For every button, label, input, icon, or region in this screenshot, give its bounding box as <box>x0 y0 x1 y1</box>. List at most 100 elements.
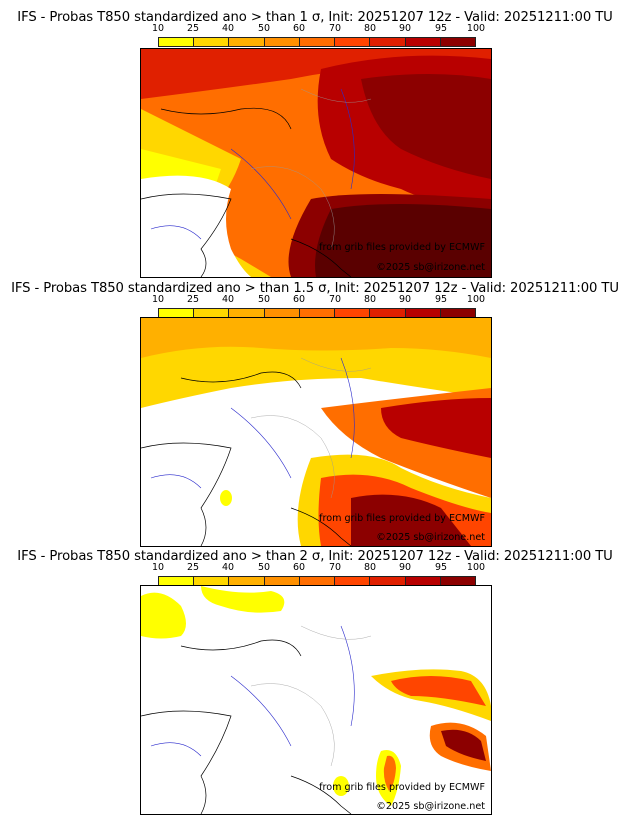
colorbar-segment <box>335 309 371 317</box>
colorbar-segment <box>229 38 265 46</box>
rivers <box>150 625 355 757</box>
colorbar-tick: 95 <box>434 562 448 573</box>
colorbar-segment <box>405 38 441 46</box>
probability-field <box>141 175 251 277</box>
probability-map <box>141 318 491 546</box>
colorbar-segment <box>440 38 475 46</box>
coastlines <box>141 371 352 546</box>
probability-field <box>391 676 486 706</box>
map-frame: from grib files provided by ECMWF ©2025 … <box>140 585 492 815</box>
colorbar-tick: 100 <box>466 23 486 34</box>
colorbar-segment <box>370 309 406 317</box>
data-credit: from grib files provided by ECMWF <box>319 513 485 524</box>
probability-field <box>441 729 486 761</box>
colorbar-tick: 70 <box>328 562 342 573</box>
data-credit: from grib files provided by ECMWF <box>319 242 485 253</box>
colorbar-segment <box>299 309 336 317</box>
colorbar-segment <box>194 38 230 46</box>
rivers <box>150 357 355 489</box>
probability-field <box>361 74 491 179</box>
colorbar-segment <box>440 577 475 585</box>
colorbar-tick: 25 <box>186 294 200 305</box>
colorbar-tick: 10 <box>151 23 165 34</box>
colorbar-tick: 60 <box>292 23 306 34</box>
colorbar-tick: 50 <box>257 562 271 573</box>
colorbar-tick: 90 <box>398 562 412 573</box>
colorbar-tick: 40 <box>221 294 235 305</box>
coastlines <box>141 639 352 814</box>
map-frame: from grib files provided by ECMWF ©2025 … <box>140 48 492 278</box>
colorbar-tick: 70 <box>328 294 342 305</box>
colorbar-tick: 40 <box>221 562 235 573</box>
colorbar-segment <box>194 309 230 317</box>
data-credit: from grib files provided by ECMWF <box>319 782 485 793</box>
colorbar-segment <box>229 577 265 585</box>
colorbar-tick: 100 <box>466 562 486 573</box>
colorbar-segment <box>370 38 406 46</box>
colorbar-tick: 10 <box>151 562 165 573</box>
colorbar-tick: 60 <box>292 294 306 305</box>
forecast-panel-2sigma: IFS - Probas T850 standardized ano > tha… <box>0 549 630 819</box>
colorbar-tick: 25 <box>186 562 200 573</box>
colorbar-tick: 90 <box>398 23 412 34</box>
coastlines <box>141 107 352 277</box>
borders <box>250 357 372 499</box>
colorbar-segment <box>264 309 300 317</box>
probability-map <box>141 586 491 814</box>
colorbar-ticks: 10 25 40 50 60 70 80 90 95 100 <box>152 562 485 574</box>
colorbar-tick: 60 <box>292 562 306 573</box>
panel-title: IFS - Probas T850 standardized ano > tha… <box>17 10 613 25</box>
colorbar-tick: 10 <box>151 294 165 305</box>
probability-field <box>381 398 491 458</box>
colorbar-tick: 95 <box>434 23 448 34</box>
forecast-panel-1sigma: IFS - Probas T850 standardized ano > tha… <box>0 10 630 280</box>
colorbar-segment <box>405 577 441 585</box>
colorbar-tick: 95 <box>434 294 448 305</box>
colorbar-segment <box>159 577 195 585</box>
probability-field <box>333 776 349 796</box>
colorbar-segment <box>264 38 300 46</box>
rivers <box>150 88 355 240</box>
forecast-panel-1-5sigma: IFS - Probas T850 standardized ano > tha… <box>0 281 630 551</box>
probability-field <box>383 755 396 791</box>
colorbar-tick: 50 <box>257 23 271 34</box>
panel-title: IFS - Probas T850 standardized ano > tha… <box>17 549 613 564</box>
colorbar-ticks: 10 25 40 50 60 70 80 90 95 100 <box>152 23 485 35</box>
probability-map <box>141 49 491 277</box>
colorbar-segment <box>370 577 406 585</box>
colorbar-segment <box>194 577 230 585</box>
copyright: ©2025 sb@irizone.net <box>376 801 485 812</box>
colorbar-tick: 80 <box>363 23 377 34</box>
colorbar-tick: 40 <box>221 23 235 34</box>
probability-field <box>315 204 491 277</box>
colorbar-segment <box>299 577 336 585</box>
map-frame: from grib files provided by ECMWF ©2025 … <box>140 317 492 547</box>
colorbar-segment <box>335 38 371 46</box>
probability-field <box>220 490 232 506</box>
colorbar-segment <box>229 309 265 317</box>
borders <box>250 88 372 250</box>
colorbar-tick: 80 <box>363 294 377 305</box>
probability-field <box>141 318 491 358</box>
colorbar-segment <box>264 577 300 585</box>
borders <box>250 625 372 767</box>
colorbar <box>158 37 476 47</box>
colorbar-segment <box>405 309 441 317</box>
panel-title: IFS - Probas T850 standardized ano > tha… <box>11 281 619 296</box>
colorbar-segment <box>335 577 371 585</box>
probability-field <box>351 494 471 546</box>
colorbar-segment <box>299 38 336 46</box>
colorbar-segment <box>159 309 195 317</box>
colorbar-tick: 100 <box>466 294 486 305</box>
copyright: ©2025 sb@irizone.net <box>376 262 485 273</box>
copyright: ©2025 sb@irizone.net <box>376 532 485 543</box>
colorbar-tick: 80 <box>363 562 377 573</box>
colorbar-tick: 25 <box>186 23 200 34</box>
colorbar-tick: 70 <box>328 23 342 34</box>
colorbar-ticks: 10 25 40 50 60 70 80 90 95 100 <box>152 294 485 306</box>
colorbar-tick: 50 <box>257 294 271 305</box>
colorbar-segment <box>159 38 195 46</box>
probability-field <box>141 592 186 639</box>
probability-field <box>201 586 285 613</box>
colorbar-segment <box>440 309 475 317</box>
